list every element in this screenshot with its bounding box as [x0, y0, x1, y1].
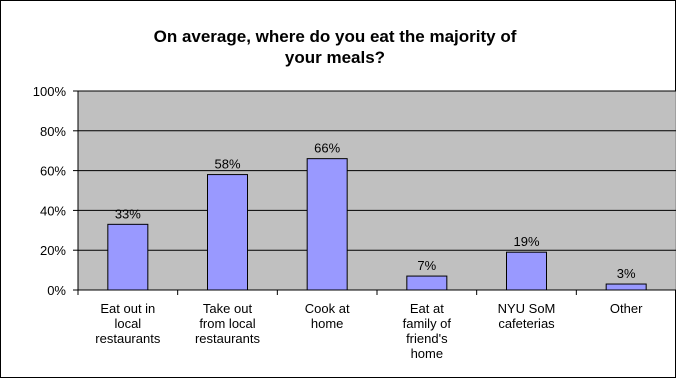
data-label: 66%: [314, 141, 340, 156]
bar: [207, 174, 248, 291]
data-label: 33%: [115, 206, 141, 221]
category-label: restaurants: [95, 331, 161, 346]
y-tick-label: 60%: [40, 164, 66, 179]
bar: [506, 251, 547, 291]
category-label: friend's: [406, 331, 448, 346]
y-tick-label: 20%: [40, 243, 66, 258]
data-label: 3%: [617, 266, 636, 281]
data-label: 58%: [214, 157, 240, 172]
data-label: 19%: [513, 234, 539, 249]
bar: [406, 275, 448, 291]
category-label: home: [311, 316, 344, 331]
chart-title-line-1: On average, where do you eat the majorit…: [153, 27, 517, 46]
y-tick-label: 80%: [40, 124, 66, 139]
data-label: 7%: [417, 258, 436, 273]
category-label: local: [114, 316, 141, 331]
plot-area: [77, 90, 676, 291]
category-label: home: [411, 346, 444, 361]
category-label: Eat out in: [100, 301, 155, 316]
category-label: cafeterias: [498, 316, 555, 331]
category-label: Other: [610, 301, 643, 316]
bar: [107, 223, 149, 291]
y-tick-label: 100%: [33, 84, 67, 99]
y-tick-label: 40%: [40, 203, 66, 218]
category-label: Take out: [203, 301, 253, 316]
category-label: Cook at: [305, 301, 350, 316]
category-label: from local: [199, 316, 255, 331]
category-label: family of: [403, 316, 452, 331]
bar: [605, 283, 647, 291]
chart-title: On average, where do you eat the majorit…: [40, 26, 630, 68]
category-label: restaurants: [195, 331, 261, 346]
bar: [306, 158, 348, 291]
category-label: NYU SoM: [498, 301, 556, 316]
category-label: Eat at: [410, 301, 444, 316]
chart-title-line-2: your meals?: [284, 48, 386, 67]
y-tick-label: 0%: [47, 283, 66, 298]
